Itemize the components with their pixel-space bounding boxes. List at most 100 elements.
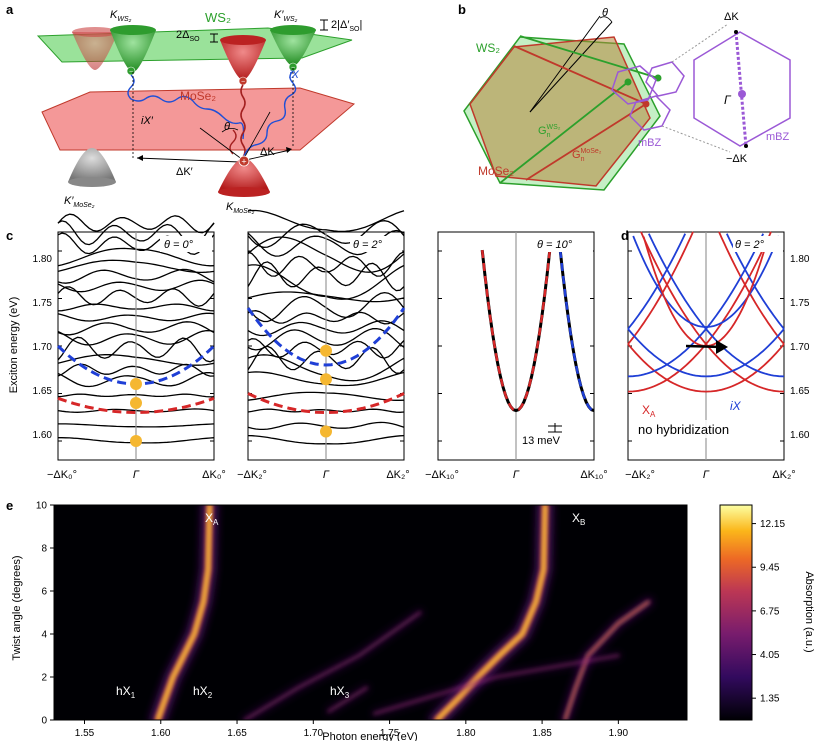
label-dk-top: ΔK [724, 11, 739, 23]
mbz-path [734, 31, 748, 147]
panel-e: e Twist angle (degrees) 1.55 1.60 1.65 1.70… [6, 498, 815, 741]
c2-xtick-right: ΔK₂° [386, 469, 409, 481]
mose2-cone-kprime [68, 148, 116, 187]
d-ytick-165: 1.65 [790, 386, 810, 397]
panel-a: a − − − [6, 2, 362, 215]
label-2dso: 2ΔSO [176, 29, 200, 43]
e-ytick-label: 2 [41, 673, 47, 684]
d-ix-band [632, 235, 780, 328]
label-ws2-b: WS₂ [476, 41, 500, 55]
c-ylabel: Exciton energy (eV) [8, 297, 20, 394]
label-mbz-small: mBZ [638, 137, 662, 149]
e-ytick-label: 6 [41, 587, 47, 598]
d-ix-band [627, 233, 687, 330]
label-mose2-a: MoSe₂ [180, 89, 216, 103]
c10-band-b [558, 249, 595, 413]
mose2-cone-k [218, 158, 270, 197]
label-gamma-b: Γ [724, 93, 732, 107]
c0-xtick-mid: Γ [133, 469, 140, 481]
ix-wave [242, 70, 297, 160]
g-ws2-vector-2 [499, 81, 629, 184]
d-xa-band [640, 231, 785, 393]
state-marker [320, 373, 332, 386]
e-xtick-label: 1.85 [532, 728, 552, 739]
label-ws2-a: WS₂ [205, 10, 231, 25]
e-xtick-label: 1.75 [380, 728, 400, 739]
panel-b-letter: b [458, 2, 466, 17]
c10-theta: θ = 10° [537, 239, 573, 251]
e-ytick-label: 8 [41, 544, 47, 555]
colorbar-ticks: 1.35 4.05 6.75 9.45 12.15 [752, 519, 785, 705]
ridge-mid-faint [373, 654, 620, 715]
e-label-xb: XB [572, 511, 585, 527]
d-xtick-right: ΔK₂° [772, 469, 795, 481]
delta-k-prime-arrow [136, 157, 241, 163]
d-xtick-mid: Γ [703, 469, 710, 481]
cbar-tick-label: 9.45 [760, 563, 780, 574]
state-marker [320, 425, 332, 438]
e-xtick-label: 1.80 [456, 728, 476, 739]
c0-xtick-left: −ΔK₀° [47, 469, 77, 481]
c-ytick-180: 1.80 [33, 254, 53, 265]
panel-c-d: c d Exciton energy (eV) 1.80 1.75 1.70 1… [6, 209, 810, 481]
ridge-mid-hX_3 [327, 686, 368, 713]
d-ytick-170: 1.70 [790, 342, 810, 353]
label-mbz-zoom: mBZ [766, 131, 790, 143]
e-ridges [150, 505, 653, 720]
d-ytick-175: 1.75 [790, 298, 810, 309]
label-theta-a: θ [224, 121, 230, 133]
cbar-tick-label: 1.35 [760, 694, 780, 705]
state-marker [320, 344, 332, 357]
c-ytick-165: 1.65 [33, 386, 53, 397]
e-ylabel: Twist angle (degrees) [11, 555, 23, 660]
c-ytick-160: 1.60 [33, 430, 53, 441]
mose2-plane [41, 87, 356, 151]
c10-xtick-mid: Γ [513, 469, 520, 481]
d-note: no hybridization [638, 422, 729, 437]
cbar-tick-label: 4.05 [760, 650, 780, 661]
cbar-tick-label: 12.15 [760, 519, 785, 530]
label-k-mose2: KMoSe₂ [226, 201, 255, 215]
label-mose2-b: MoSe₂ [478, 164, 514, 178]
d-bands [627, 231, 785, 460]
e-frame [53, 504, 688, 721]
red-dashed-series [247, 392, 405, 415]
label-ix-a: iX [289, 69, 299, 81]
electron-sign-mid: − [241, 79, 245, 86]
c2-theta: θ = 2° [353, 239, 383, 251]
panel-e-letter: e [6, 498, 13, 513]
blue-dashed-series [246, 307, 406, 367]
c10-ix-dashed [558, 249, 595, 412]
c-ytick-175: 1.75 [33, 298, 53, 309]
ix-prime-wave [127, 74, 245, 140]
colorbar-label: Absorption (a.u.) [803, 571, 815, 652]
label-g-mose2: GnMoSe₂ [572, 148, 602, 163]
band-line [57, 213, 215, 234]
d-xtick-left: −ΔK₂° [625, 469, 655, 481]
electron-sign-left: − [129, 69, 133, 76]
label-k-ws2: KWS₂ [110, 9, 132, 23]
hole-marker [238, 155, 250, 167]
d-label-ix: iX [730, 399, 742, 413]
e-label-hx2: hX2 [193, 684, 213, 700]
e-xtick-label: 1.55 [75, 728, 95, 739]
e-xtick-label: 1.60 [151, 728, 171, 739]
e-label-xa: XA [205, 511, 219, 527]
c10-band-a [480, 249, 552, 413]
ridge-core-X_B [435, 505, 547, 720]
panel-a-letter: a [6, 2, 14, 17]
ws2-cone-right [220, 25, 316, 80]
d-ix-band [725, 233, 785, 330]
e-ytick-label: 10 [36, 501, 48, 512]
e-xtick-label: 1.70 [304, 728, 324, 739]
label-dkprime-a: ΔK′ [176, 166, 193, 178]
c-d-xticks: −ΔK₀° Γ ΔK₀° −ΔK₂° Γ ΔK₂° −ΔK₁₀° Γ ΔK₁₀°… [47, 469, 796, 481]
ridge-core-upper [564, 600, 650, 720]
e-xlabel: Photon energy (eV) [322, 731, 417, 741]
e-label-hx3: hX3 [330, 684, 350, 700]
ridge-core-X_A [156, 505, 212, 720]
d-ix-band [627, 328, 785, 378]
e-heatmap-bg [54, 505, 687, 720]
panel-b: b θ WS₂ MoSe₂ GnWS₂ GnMoSe₂ mBZ mBZ ΔK −… [458, 2, 791, 191]
d-ix-band [627, 233, 765, 378]
